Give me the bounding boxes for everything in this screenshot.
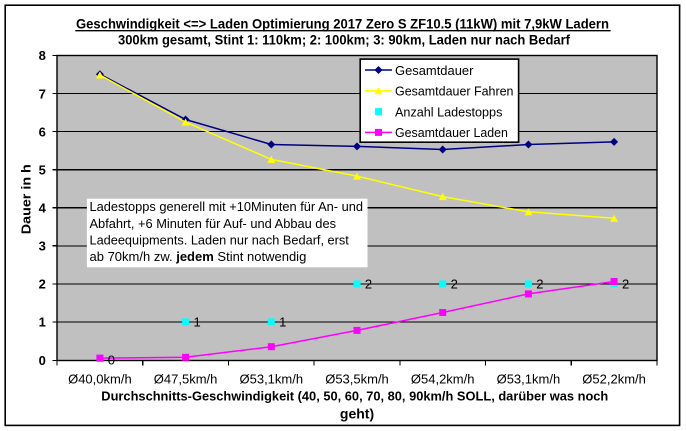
svg-text:1: 1 — [193, 315, 200, 330]
svg-text:2: 2 — [365, 277, 372, 292]
svg-text:Ø54,2km/h: Ø54,2km/h — [411, 372, 475, 387]
svg-text:2: 2 — [536, 277, 543, 292]
svg-text:Ladestopps generell mit +10Min: Ladestopps generell mit +10Minuten für A… — [90, 199, 364, 214]
svg-text:Geschwindigkeit <=> Laden Opti: Geschwindigkeit <=> Laden Optimierung 20… — [76, 16, 609, 32]
svg-text:Ø40,0km/h: Ø40,0km/h — [68, 372, 132, 387]
svg-text:ab 70km/h zw. jedem Stint notw: ab 70km/h zw. jedem Stint notwendig — [90, 249, 307, 264]
svg-text:geht): geht) — [340, 405, 374, 421]
svg-text:0: 0 — [108, 353, 115, 368]
svg-text:Ø53,1km/h: Ø53,1km/h — [240, 372, 304, 387]
svg-text:Gesamtdauer Laden: Gesamtdauer Laden — [395, 125, 508, 140]
svg-text:Anzahl Ladestopps: Anzahl Ladestopps — [395, 104, 503, 119]
svg-text:6: 6 — [39, 124, 46, 139]
svg-text:2: 2 — [622, 277, 629, 292]
svg-text:2: 2 — [451, 277, 458, 292]
svg-text:4: 4 — [39, 200, 47, 215]
svg-text:Ø47,5km/h: Ø47,5km/h — [154, 372, 218, 387]
svg-text:1: 1 — [39, 315, 46, 330]
svg-text:Ø53,1km/h: Ø53,1km/h — [497, 372, 561, 387]
svg-text:Durchschnitts-Geschwindigkeit: Durchschnitts-Geschwindigkeit (40, 50, 6… — [101, 389, 608, 404]
svg-text:0: 0 — [39, 353, 46, 368]
svg-text:Ladeequipments. Laden nur nach: Ladeequipments. Laden nur nach Bedarf, e… — [90, 232, 350, 247]
svg-text:Dauer in h: Dauer in h — [19, 164, 34, 234]
svg-text:Gesamtdauer Fahren: Gesamtdauer Fahren — [395, 84, 514, 99]
svg-text:5: 5 — [39, 162, 46, 177]
svg-text:1: 1 — [279, 315, 286, 330]
svg-text:Abfahrt, +6 Minuten für Auf- u: Abfahrt, +6 Minuten für Auf- und Abbau d… — [90, 216, 337, 231]
svg-text:2: 2 — [39, 277, 46, 292]
svg-text:300km gesamt, Stint 1: 110km;: 300km gesamt, Stint 1: 110km; 2: 100km; … — [118, 32, 570, 48]
svg-text:Gesamtdauer: Gesamtdauer — [395, 63, 474, 78]
svg-text:Ø52,2km/h: Ø52,2km/h — [582, 372, 646, 387]
svg-text:8: 8 — [39, 48, 46, 63]
svg-text:3: 3 — [39, 239, 46, 254]
svg-text:7: 7 — [39, 86, 46, 101]
svg-text:Ø53,5km/h: Ø53,5km/h — [325, 372, 389, 387]
